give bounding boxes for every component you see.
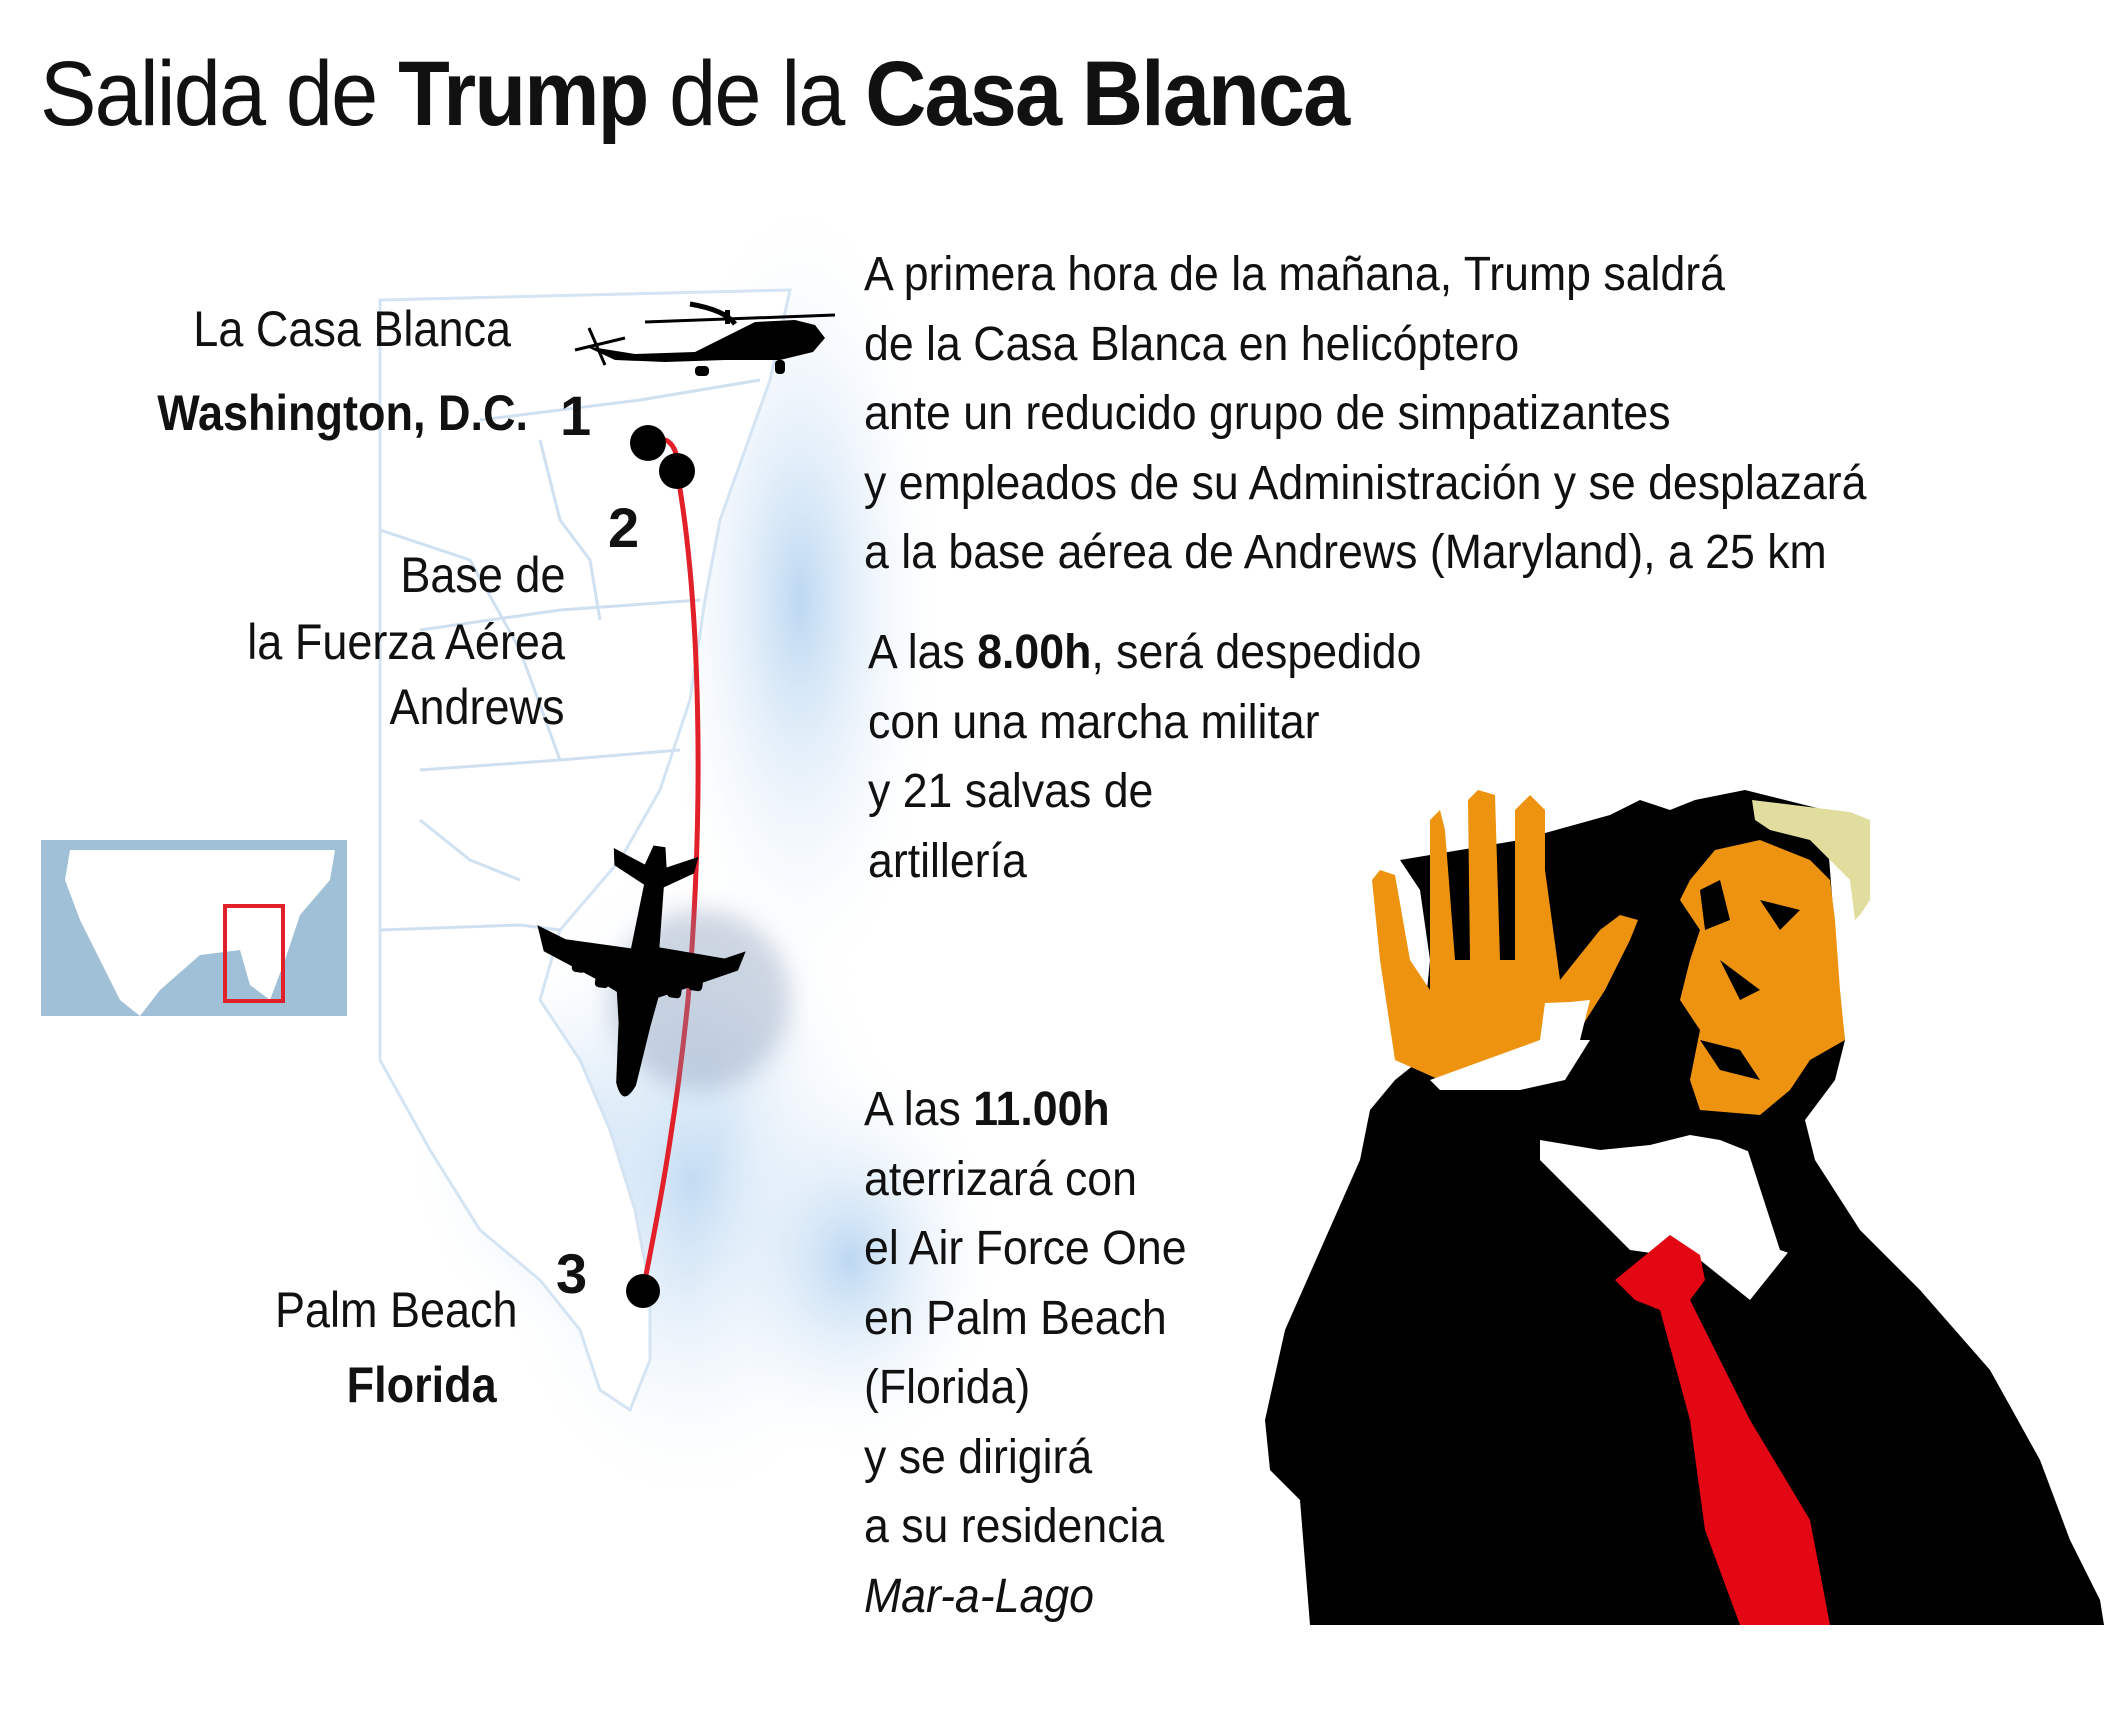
paragraph-arrival: A las 11.00h aterrizará con el Air Force… (864, 1075, 1187, 1631)
p1-line: ante un reducido grupo de simpatizantes (864, 387, 1671, 440)
title-trump: Trump (398, 43, 649, 145)
p1-line: A primera hora de la mañana, Trump saldr… (864, 248, 1726, 301)
paragraph-farewell: A las 8.00h, será despedido con una marc… (868, 618, 1421, 896)
label-andrews-line1: Base de (399, 547, 565, 603)
airplane-icon (537, 845, 746, 1097)
marker-dot-2 (659, 453, 695, 489)
title-casa-blanca: Casa Blanca (865, 43, 1350, 145)
state-borders (379, 378, 761, 932)
marker-number-2: 2 (608, 496, 640, 559)
p3-line: aterrizará con (864, 1152, 1137, 1206)
p3-line: (Florida) (864, 1361, 1031, 1414)
p1-line: a la base aérea de Andrews (Maryland), a… (864, 526, 1827, 579)
p3-text: A las (864, 1083, 974, 1136)
p3-line: y se dirigirá (864, 1430, 1093, 1484)
title-part-3: de la (647, 43, 866, 145)
p3-line: a su residencia (864, 1500, 1165, 1553)
label-palm-beach: Palm Beach (275, 1282, 518, 1338)
label-white-house: La Casa Blanca (193, 301, 511, 357)
label-washington: Washington, D.C. (157, 385, 528, 441)
label-andrews-line3: Andrews (389, 679, 565, 735)
p1-line: de la Casa Blanca en helicóptero (864, 317, 1520, 371)
page-title: Salida de Trump de la Casa Blanca (40, 48, 1350, 140)
title-part-1: Salida de (40, 43, 399, 145)
p2-line: artillería (868, 834, 1027, 888)
marker-dot-3 (626, 1274, 660, 1308)
p2-text: , será despedido (1091, 626, 1422, 679)
p1-line: y empleados de su Administración y se de… (864, 456, 1867, 510)
p3-line: en Palm Beach (864, 1291, 1167, 1345)
inset-highlight-box (223, 904, 285, 1003)
paragraph-departure: A primera hora de la mañana, Trump saldr… (864, 240, 1866, 588)
p2-text: A las (868, 626, 978, 679)
inset-map (41, 840, 347, 1016)
p3-mar-a-lago: Mar-a-Lago (864, 1569, 1094, 1623)
trump-illustration (1265, 790, 2104, 1625)
marker-dot-1 (630, 425, 666, 461)
marker-number-1: 1 (560, 384, 592, 447)
p2-time-8h: 8.00h (977, 626, 1092, 679)
p3-time-11h: 11.00h (973, 1083, 1110, 1136)
p2-line: y 21 salvas de (868, 765, 1154, 818)
label-andrews-line2: la Fuerza Aérea (247, 614, 565, 670)
marker-number-3: 3 (556, 1242, 588, 1305)
p3-line: el Air Force One (864, 1222, 1187, 1275)
helicopter-icon (574, 301, 836, 376)
label-florida: Florida (346, 1357, 497, 1413)
p2-line: con una marcha militar (868, 695, 1320, 749)
